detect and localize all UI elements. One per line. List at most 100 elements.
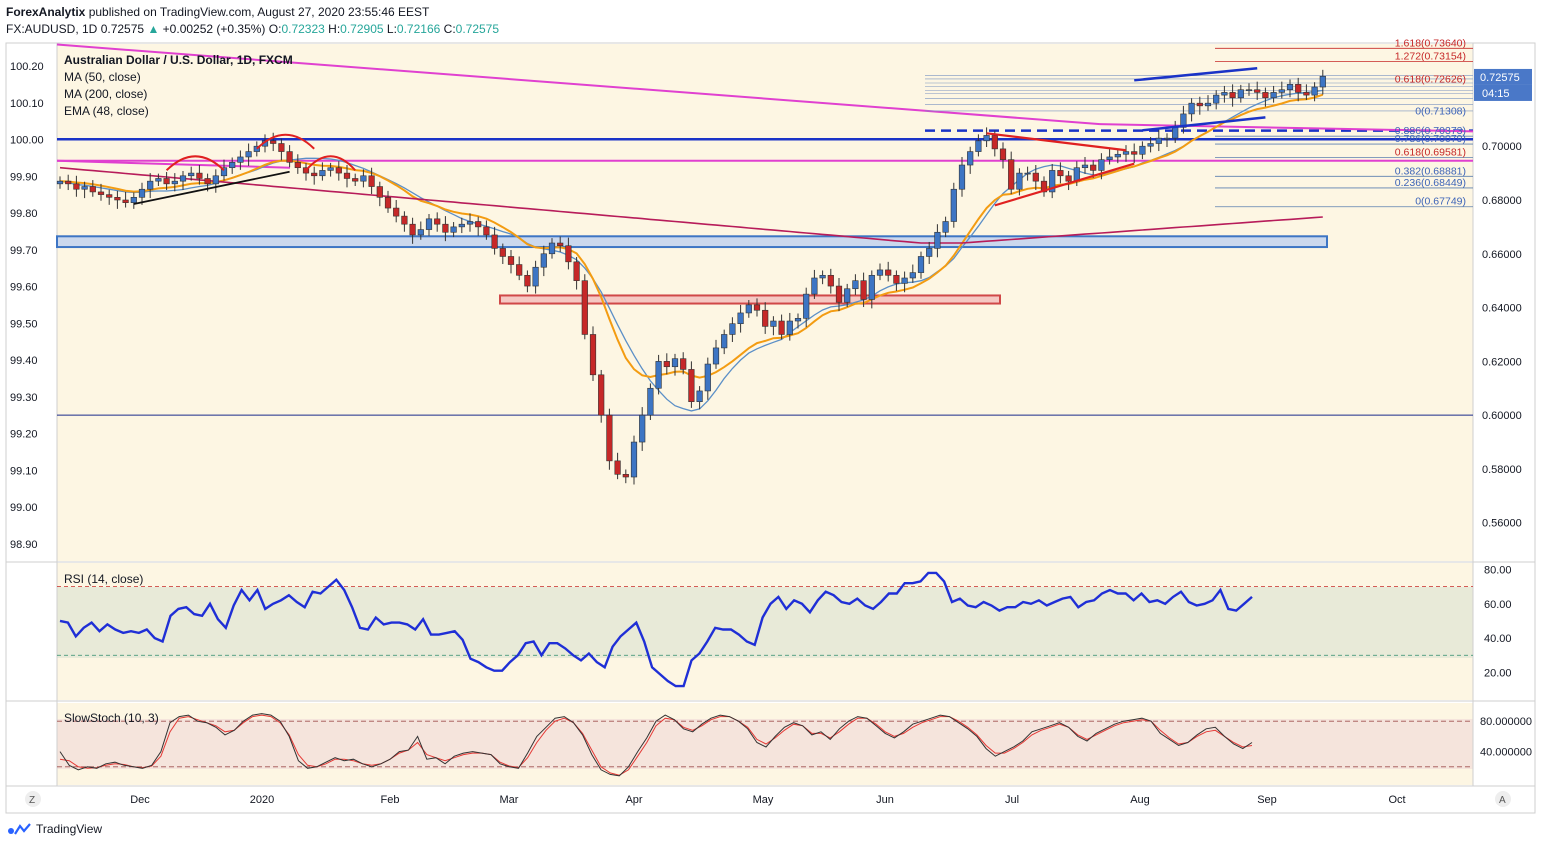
- footer-brand[interactable]: TradingView: [6, 822, 102, 836]
- publisher-name[interactable]: ForexAnalytix: [6, 5, 86, 19]
- time-axis-label: Oct: [1388, 794, 1405, 806]
- candle-body: [606, 414, 613, 462]
- candle-body: [302, 167, 310, 174]
- candle-body: [384, 197, 392, 209]
- candle-body: [171, 180, 178, 185]
- candle-body: [1188, 102, 1195, 115]
- stoch-axis-tick: 40.000000: [1480, 747, 1532, 759]
- tradingview-logo-icon: [8, 823, 31, 835]
- support-zone: [56, 235, 1328, 249]
- candle-body: [639, 414, 646, 443]
- candle-body: [524, 274, 531, 287]
- candle-body: [442, 223, 449, 233]
- candle-body: [630, 441, 638, 478]
- candle-body: [278, 143, 285, 152]
- candle-body: [1147, 143, 1154, 147]
- candle-body: [1311, 86, 1318, 96]
- candle-body: [270, 140, 277, 144]
- candle-body: [343, 172, 351, 179]
- auto-scale-button[interactable]: [1495, 791, 1511, 807]
- candle-body: [196, 172, 203, 179]
- fib-level-label: 0(0.67749): [1415, 196, 1466, 208]
- wedge-lower-line: [1142, 116, 1266, 132]
- candle-body: [1040, 180, 1048, 193]
- candle-body: [1262, 92, 1269, 99]
- left-axis-tick: 99.40: [10, 355, 38, 367]
- candle-body: [417, 229, 424, 236]
- left-axis-tick: 100.10: [10, 98, 44, 110]
- candle-body: [844, 288, 851, 303]
- ma200-line: [59, 166, 1323, 244]
- left-axis-tick: 99.00: [10, 502, 38, 514]
- log-scale-button[interactable]: [25, 791, 41, 807]
- rsi-band: [57, 587, 1473, 658]
- candle-body: [1196, 102, 1203, 107]
- ma50-legend: MA (50, close): [64, 70, 141, 84]
- low-value: 0.72166: [396, 22, 441, 36]
- candle-body: [909, 272, 916, 279]
- candle-body: [1237, 89, 1244, 99]
- left-axis-tick: 100.20: [10, 61, 44, 73]
- candle-body: [1221, 92, 1228, 96]
- left-axis-tick: 99.80: [10, 208, 38, 220]
- stoch-k-line: [59, 713, 1253, 777]
- candle-body: [803, 293, 810, 319]
- candle-body: [491, 234, 498, 249]
- candle-body: [450, 226, 457, 233]
- candle-body: [163, 178, 170, 185]
- candle-body: [1295, 84, 1302, 93]
- candle-body: [319, 170, 326, 177]
- left-axis-tick: 99.30: [10, 392, 38, 404]
- candle-body: [983, 135, 990, 142]
- candle-body: [762, 309, 769, 327]
- published-text: published on TradingView.com, August 27,…: [88, 5, 430, 19]
- ma200-legend: MA (200, close): [64, 87, 147, 101]
- candle-body: [950, 188, 957, 222]
- high-label: H:: [328, 22, 341, 36]
- candle-body: [729, 323, 736, 335]
- candle-body: [376, 186, 383, 198]
- candle-body: [516, 264, 523, 276]
- rsi-axis-tick: 20.00: [1484, 667, 1512, 679]
- candle-body: [778, 320, 785, 335]
- shoulder-arc: [256, 133, 315, 150]
- fib-level-label: 0.886(0.70373): [1395, 125, 1466, 137]
- candle-body: [999, 148, 1007, 160]
- time-axis-label: May: [753, 794, 774, 806]
- candle-body: [1163, 137, 1171, 140]
- rsi-legend: RSI (14, close): [64, 572, 143, 586]
- left-axis-tick: 99.50: [10, 318, 38, 330]
- candle-body: [721, 334, 728, 349]
- candle-body: [360, 175, 367, 182]
- candle-body: [1213, 94, 1220, 104]
- left-axis-tick: 99.10: [10, 465, 38, 477]
- candle-body: [1065, 175, 1072, 182]
- candle-body: [65, 180, 72, 185]
- candle-body: [1270, 92, 1277, 99]
- stoch-legend: SlowStoch (10, 3): [64, 711, 159, 725]
- candle-body: [958, 164, 966, 190]
- candle-body: [73, 183, 80, 190]
- countdown-badge: [1474, 84, 1532, 101]
- candle-body: [1204, 102, 1212, 107]
- price-axis-tick: 0.70000: [1482, 141, 1522, 153]
- candle-body: [368, 175, 375, 187]
- scale-right-label: A: [1499, 795, 1506, 806]
- candle-body: [311, 172, 318, 177]
- candle-body: [188, 172, 195, 177]
- candle-body: [786, 320, 793, 335]
- candle-body: [1057, 170, 1064, 177]
- candle-body: [1098, 159, 1105, 171]
- candle-body: [1106, 156, 1113, 160]
- candle-body: [614, 460, 621, 475]
- candle-body: [425, 218, 433, 230]
- rsi-line: [59, 571, 1253, 688]
- candle-body: [852, 280, 859, 290]
- candle-body: [819, 274, 826, 279]
- price-axis-tick: 0.68000: [1482, 195, 1522, 207]
- time-axis-label: Feb: [381, 794, 400, 806]
- up-arrow-icon: ▲: [147, 22, 160, 36]
- fib-level-label: 0.618(0.69581): [1395, 146, 1466, 158]
- candle-body: [507, 256, 515, 265]
